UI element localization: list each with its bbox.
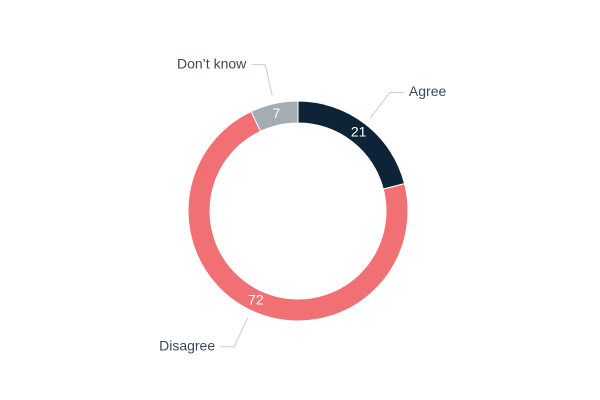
- leader-line: [369, 91, 404, 119]
- category-label: Agree: [409, 83, 447, 99]
- category-label: Disagree: [159, 337, 215, 353]
- donut-segment: [297, 100, 406, 190]
- leader-line: [220, 317, 249, 348]
- leader-line: [251, 64, 273, 96]
- data-label: 21: [351, 123, 367, 139]
- donut-segment: [250, 100, 299, 133]
- category-label: Don’t know: [177, 55, 247, 71]
- data-label: 72: [248, 291, 264, 307]
- data-label: 7: [273, 105, 281, 121]
- donut-segment: [187, 110, 409, 322]
